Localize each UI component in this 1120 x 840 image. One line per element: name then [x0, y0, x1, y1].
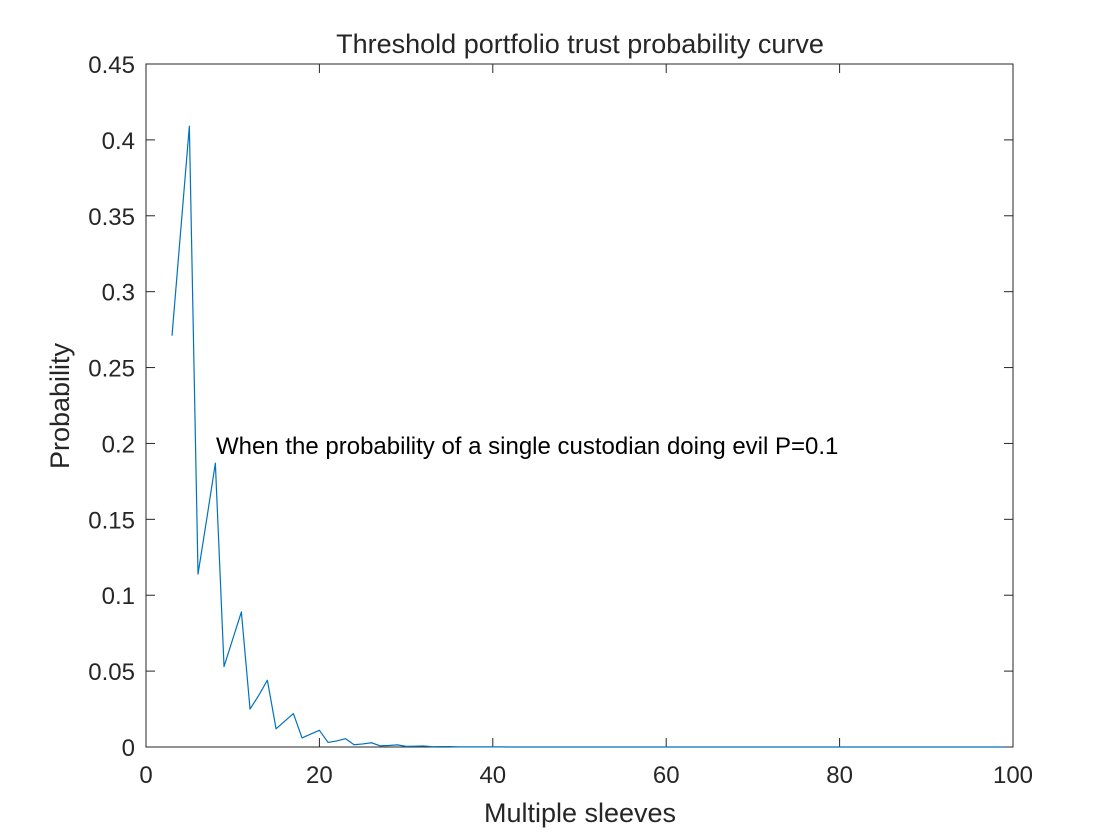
y-tick-label: 0.1	[102, 583, 135, 610]
y-axis-label: Probability	[45, 342, 75, 469]
chart-title: Threshold portfolio trust probability cu…	[336, 29, 824, 59]
x-tick-label: 40	[479, 762, 506, 789]
series-line-0	[171, 125, 1005, 748]
x-tick-label: 0	[139, 762, 152, 789]
series-layer	[171, 125, 1005, 748]
y-tick-label: 0.45	[88, 52, 135, 79]
y-tick-label: 0.15	[88, 507, 135, 534]
x-tick-label: 60	[653, 762, 680, 789]
x-tick-label: 20	[306, 762, 333, 789]
y-tick-label: 0.3	[102, 280, 135, 307]
y-tick-label: 0.05	[88, 659, 135, 686]
x-tick-label: 80	[826, 762, 853, 789]
annotation-text: When the probability of a single custodi…	[216, 433, 838, 460]
x-tick-label: 100	[993, 762, 1033, 789]
y-tick-label: 0.35	[88, 204, 135, 231]
y-tick-label: 0.4	[102, 128, 135, 155]
y-tick-label: 0.2	[102, 431, 135, 458]
y-tick-label: 0.25	[88, 356, 135, 383]
y-tick-label: 0	[122, 735, 135, 762]
axis-ticks: 0 20 40 60 80 100 0 0.05 0.1 0.15 0.2 0.25 0.3 0.35 0.…	[88, 52, 1033, 789]
x-axis-label: Multiple sleeves	[484, 798, 676, 828]
plot-area-frame	[145, 63, 1014, 748]
